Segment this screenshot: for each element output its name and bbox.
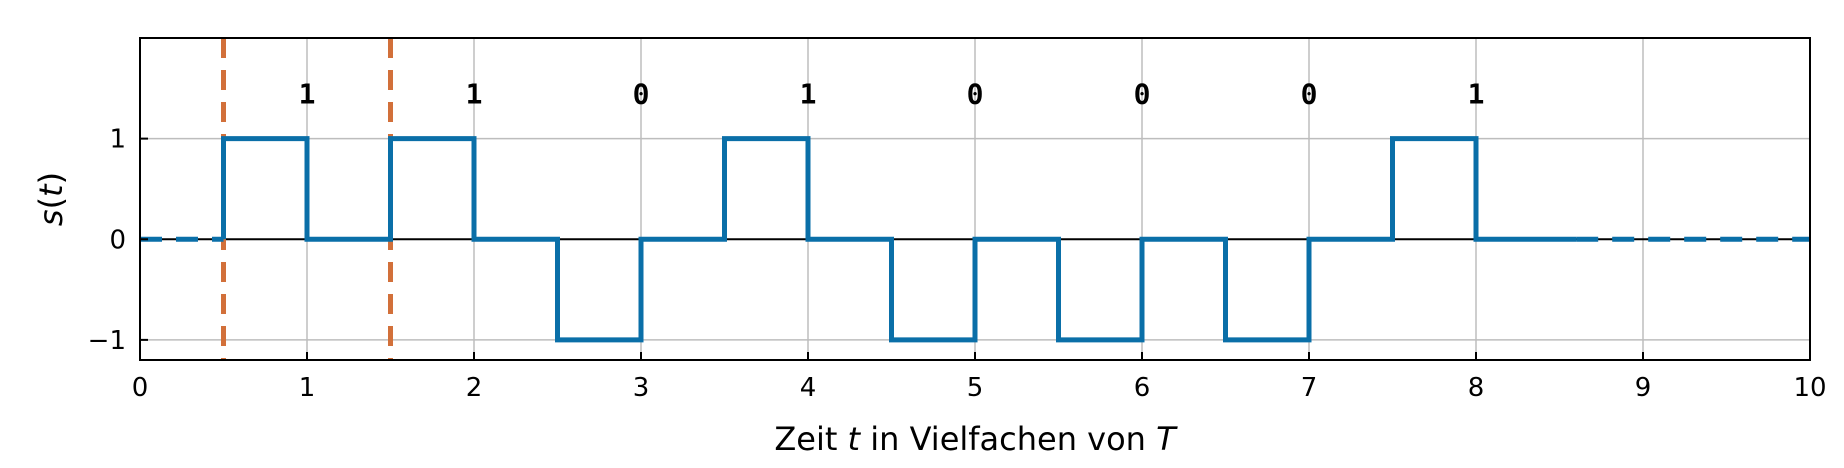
x-tick-label: 9	[1635, 373, 1652, 403]
y-axis-label-var: t	[32, 183, 70, 197]
x-tick-label: 0	[132, 373, 149, 403]
bit-labels: 1 1 0 1 0 0 0 1	[299, 77, 1485, 110]
signal-line	[221, 136, 1577, 343]
bit-label: 0	[1134, 77, 1151, 110]
x-tick-label: 5	[967, 373, 984, 403]
x-axis-label: Zeit t in Vielfachen von T	[774, 420, 1178, 458]
x-axis-label-var: t	[848, 420, 862, 458]
y-tick-label: 1	[109, 125, 126, 155]
x-tick-label: 8	[1468, 373, 1485, 403]
bit-label: 1	[800, 77, 817, 110]
y-axis-label: s(t)	[32, 172, 70, 226]
y-tick-label: −1	[88, 326, 126, 356]
x-axis-label-part: Zeit	[774, 420, 847, 458]
x-tick-label: 4	[800, 373, 817, 403]
x-tick-label: 2	[466, 373, 483, 403]
x-axis-label-var: T	[1156, 420, 1178, 458]
x-tick-label: 1	[299, 373, 316, 403]
x-tick-label: 3	[633, 373, 650, 403]
y-axis-label-part: (	[32, 197, 70, 209]
x-tick-label: 7	[1301, 373, 1318, 403]
bit-label: 0	[633, 77, 650, 110]
bit-label: 0	[967, 77, 984, 110]
y-ticks: −1 0 1	[88, 125, 148, 356]
bit-label: 1	[299, 77, 316, 110]
bit-label: 1	[1468, 77, 1485, 110]
x-axis-label-part: in Vielfachen von	[860, 420, 1156, 458]
y-tick-label: 0	[109, 225, 126, 255]
x-tick-label: 10	[1793, 373, 1826, 403]
bit-label: 0	[1301, 77, 1318, 110]
signal	[140, 136, 1810, 343]
y-axis-label-fn: s	[32, 209, 70, 226]
bit-label: 1	[466, 77, 483, 110]
x-ticks: 0 1 2 3 4 5 6 7 8 9 10	[132, 352, 1827, 403]
x-tick-label: 6	[1134, 373, 1151, 403]
y-axis-label-part: )	[32, 172, 70, 184]
